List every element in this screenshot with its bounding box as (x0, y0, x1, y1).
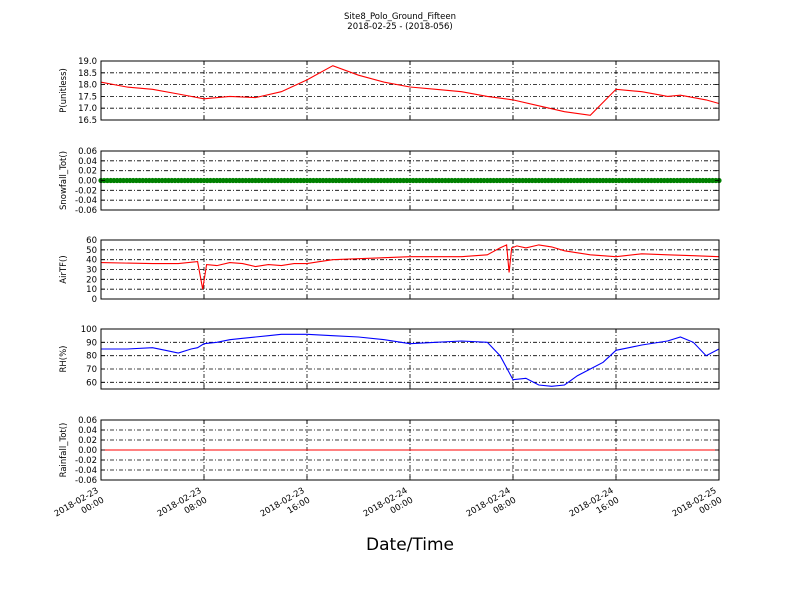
chart-subtitle: 2018-02-25 - (2018-056) (347, 22, 453, 32)
y-axis-label: RH(%) (59, 345, 69, 372)
y-tick-label: -0.04 (75, 466, 97, 476)
x-tick-label: 2018-02-2416:00 (568, 486, 621, 529)
y-tick-label: 50 (86, 246, 97, 256)
y-tick-label: 20 (86, 275, 97, 285)
x-tick-label: 2018-02-2400:00 (362, 486, 415, 529)
y-tick-label: 0 (92, 295, 97, 305)
chart-title-block: Site8_Polo_Ground_Fifteen 2018-02-25 - (… (0, 12, 800, 32)
y-tick-label: 18.0 (78, 81, 97, 91)
panel-5: 0.060.040.020.00-0.02-0.04-0.06 Rainfall_… (59, 416, 720, 486)
y-tick-label: 0.06 (78, 416, 97, 426)
x-tick-label: 2018-02-2300:00 (53, 486, 106, 529)
series-line (100, 65, 720, 116)
chart-title: Site8_Polo_Ground_Fifteen (344, 12, 456, 22)
series-line (101, 333, 720, 387)
y-tick-label: 17.5 (78, 92, 97, 102)
panel-2: 0.060.040.020.00-0.02-0.04-0.06 Snowfall_… (59, 147, 722, 216)
y-tick-label: 16.5 (78, 116, 97, 126)
y-tick-label: -0.06 (75, 206, 97, 216)
y-tick-label: 100 (81, 325, 97, 335)
y-tick-label: 40 (86, 256, 97, 266)
y-tick-label: 60 (86, 378, 97, 388)
y-axis-label: Rainfall_Tot() (59, 423, 69, 478)
x-tick-label: 2018-02-2316:00 (259, 486, 312, 529)
y-axis-label: P(unitless) (59, 68, 69, 113)
y-tick-label: 17.0 (78, 104, 97, 114)
y-tick-label: 10 (86, 285, 97, 295)
y-tick-label: 60 (86, 236, 97, 246)
x-axis-label: Date/Time (366, 535, 454, 555)
y-axis-label: AirTF() (59, 255, 69, 283)
y-tick-label: 19.0 (78, 57, 97, 67)
y-tick-label: 0.04 (78, 157, 97, 167)
y-tick-label: 0.02 (78, 436, 97, 446)
y-tick-label: -0.02 (75, 186, 97, 196)
y-tick-label: 90 (86, 338, 97, 348)
x-tick-label: 2018-02-2408:00 (465, 486, 518, 529)
y-axis-label: Snowfall_Tot() (59, 151, 69, 210)
y-tick-label: 0.00 (78, 446, 97, 456)
panel-4: 100 90 80 70 60 RH(%) (59, 325, 720, 390)
x-tick-label: 2018-02-2308:00 (156, 486, 209, 529)
y-tick-label: 18.5 (78, 69, 97, 79)
y-tick-label: 0.04 (78, 426, 97, 436)
y-tick-label: -0.02 (75, 456, 97, 466)
y-tick-label: 0.06 (78, 147, 97, 157)
y-tick-label: -0.06 (75, 476, 97, 486)
y-tick-label: 0.02 (78, 167, 97, 177)
y-tick-label: 70 (86, 365, 97, 375)
x-tick-label: 2018-02-2500:00 (671, 486, 724, 529)
series-line (100, 244, 720, 290)
panel-1: 19.0 18.5 18.017.5 17.0 16.5 P(unitless) (59, 57, 720, 126)
y-tick-label: 80 (86, 352, 97, 362)
y-tick-label: 0.00 (78, 177, 97, 187)
y-tick-label: 30 (86, 266, 97, 276)
y-tick-label: -0.04 (75, 196, 97, 206)
